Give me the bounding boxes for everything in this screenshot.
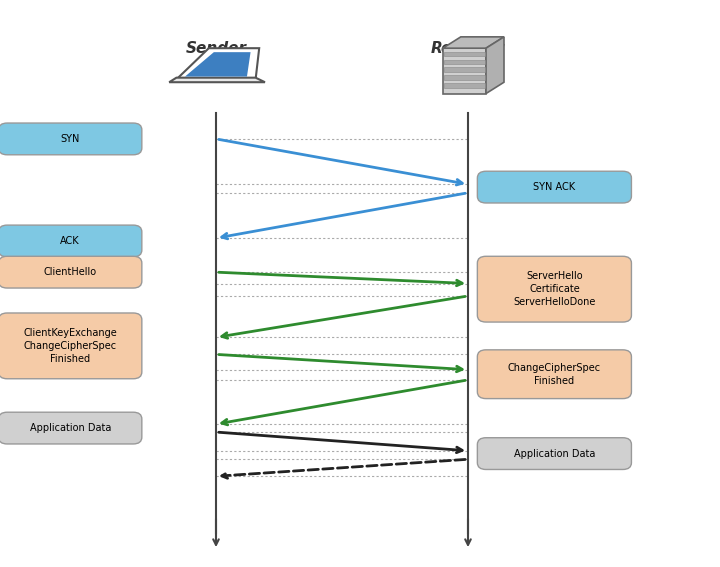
- Text: Application Data: Application Data: [30, 423, 111, 433]
- Text: Receiver: Receiver: [431, 41, 505, 56]
- Bar: [444, 67, 485, 72]
- FancyBboxPatch shape: [0, 256, 142, 288]
- Text: ACK: ACK: [60, 236, 80, 246]
- FancyBboxPatch shape: [477, 438, 631, 469]
- Text: Sender: Sender: [186, 41, 246, 56]
- Polygon shape: [176, 48, 259, 79]
- FancyBboxPatch shape: [0, 225, 142, 257]
- Polygon shape: [443, 37, 504, 48]
- FancyBboxPatch shape: [0, 313, 142, 379]
- FancyBboxPatch shape: [477, 256, 631, 322]
- Text: SYN ACK: SYN ACK: [534, 182, 575, 192]
- Bar: [444, 60, 485, 64]
- Bar: [444, 75, 485, 80]
- Text: ClientHello: ClientHello: [44, 267, 96, 277]
- Polygon shape: [443, 48, 486, 94]
- Bar: [444, 83, 485, 88]
- Polygon shape: [169, 78, 265, 82]
- Bar: [444, 52, 485, 56]
- FancyBboxPatch shape: [477, 350, 631, 399]
- Text: ClientKeyExchange
ChangeCipherSpec
Finished: ClientKeyExchange ChangeCipherSpec Finis…: [23, 328, 117, 364]
- Polygon shape: [185, 52, 251, 77]
- Text: SYN: SYN: [60, 134, 80, 144]
- Text: Application Data: Application Data: [513, 448, 595, 459]
- Polygon shape: [486, 37, 504, 94]
- Text: ChangeCipherSpec
Finished: ChangeCipherSpec Finished: [508, 363, 601, 386]
- FancyBboxPatch shape: [0, 412, 142, 444]
- FancyBboxPatch shape: [0, 123, 142, 155]
- FancyBboxPatch shape: [477, 171, 631, 203]
- Text: ServerHello
Certificate
ServerHelloDone: ServerHello Certificate ServerHelloDone: [513, 271, 595, 307]
